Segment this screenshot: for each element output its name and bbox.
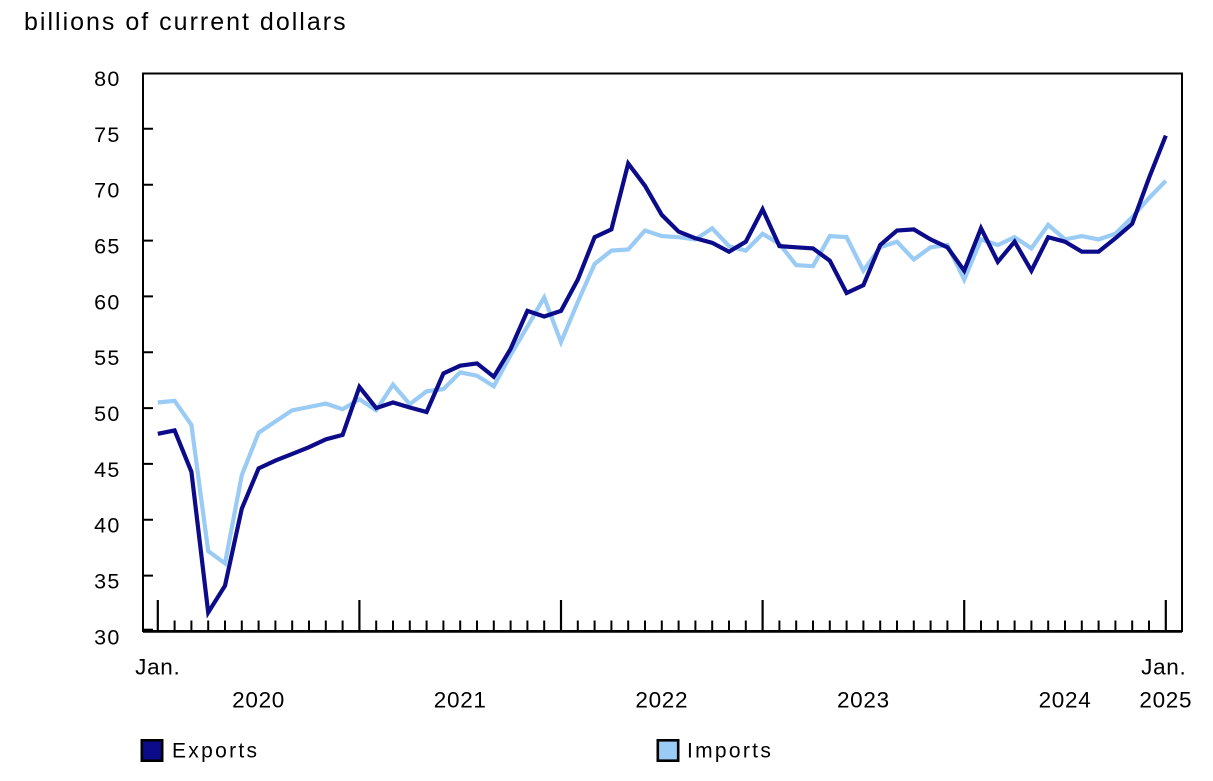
- svg-text:2023: 2023: [837, 688, 890, 713]
- svg-text:2022: 2022: [635, 688, 688, 713]
- svg-text:55: 55: [94, 346, 120, 370]
- svg-text:80: 80: [94, 67, 120, 91]
- svg-text:65: 65: [94, 235, 120, 259]
- svg-text:40: 40: [94, 514, 120, 538]
- svg-text:35: 35: [94, 570, 120, 594]
- svg-text:2020: 2020: [232, 688, 285, 713]
- svg-text:Jan.: Jan.: [135, 655, 180, 680]
- svg-text:30: 30: [94, 625, 120, 649]
- svg-text:2024: 2024: [1039, 688, 1092, 713]
- svg-text:75: 75: [94, 123, 120, 147]
- svg-text:2025: 2025: [1139, 688, 1192, 713]
- svg-text:45: 45: [94, 458, 120, 482]
- svg-text:2021: 2021: [434, 688, 487, 713]
- svg-text:60: 60: [94, 290, 120, 314]
- svg-text:Jan.: Jan.: [1141, 655, 1186, 680]
- svg-text:Imports: Imports: [687, 740, 773, 763]
- svg-text:50: 50: [94, 402, 120, 426]
- svg-text:Exports: Exports: [172, 740, 259, 763]
- svg-text:billions of current dollars: billions of current dollars: [24, 8, 348, 36]
- svg-text:70: 70: [94, 179, 120, 203]
